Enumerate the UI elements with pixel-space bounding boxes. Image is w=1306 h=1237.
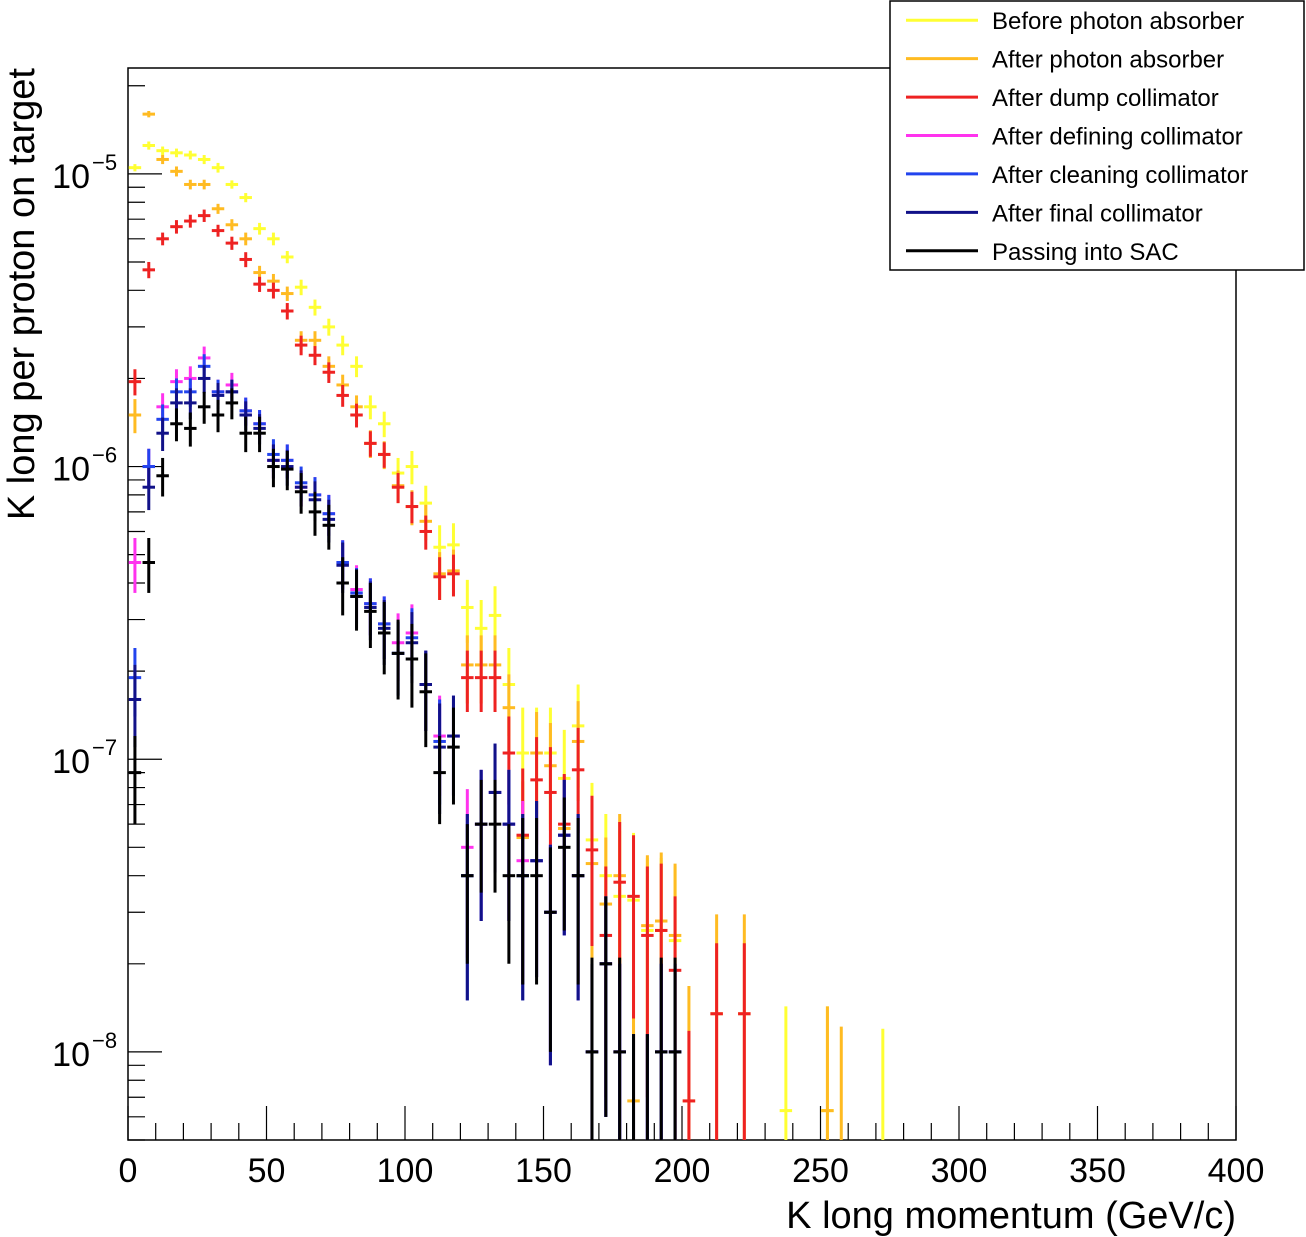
series-5: [128, 354, 682, 1140]
y-tick-label: 10: [52, 451, 90, 489]
y-tick-exponent: −8: [92, 1028, 117, 1053]
legend-label: After photon absorber: [992, 47, 1224, 74]
legend-item: After final collimator: [906, 200, 1203, 227]
y-tick-exponent: −5: [92, 150, 117, 175]
legend-label: Passing into SAC: [992, 239, 1179, 266]
legend-label: Before photon absorber: [992, 8, 1244, 35]
legend-item: After cleaning collimator: [906, 162, 1248, 189]
series-7: [128, 388, 682, 1140]
x-tick-label: 250: [792, 1152, 849, 1190]
x-axis-title: K long momentum (GeV/c): [786, 1195, 1236, 1237]
x-tick-label: 400: [1208, 1152, 1265, 1190]
legend-label: After final collimator: [992, 200, 1203, 227]
data-series: [128, 110, 885, 1140]
x-tick-label: 200: [654, 1152, 711, 1190]
y-tick-label: 10: [52, 1036, 90, 1074]
legend-item: After photon absorber: [906, 47, 1224, 74]
x-tick-label: 300: [931, 1152, 988, 1190]
series-1: [128, 141, 885, 1140]
legend-label: After defining collimator: [992, 124, 1243, 151]
x-tick-label: 350: [1069, 1152, 1126, 1190]
x-tick-label: 100: [377, 1152, 434, 1190]
legend-label: After cleaning collimator: [992, 162, 1248, 189]
legend-item: After dump collimator: [906, 85, 1219, 112]
legend-item: Before photon absorber: [906, 8, 1244, 35]
series-6: [128, 365, 682, 1140]
y-tick-label: 10: [52, 743, 90, 781]
x-tick-label: 0: [119, 1152, 138, 1190]
y-axis-ticks: [128, 85, 162, 1141]
series-2: [128, 110, 843, 1140]
y-axis-tick-labels: 10−510−610−710−8: [52, 150, 117, 1074]
x-axis-ticks: [127, 1106, 1237, 1140]
legend-label: After dump collimator: [992, 85, 1219, 112]
series-4: [128, 346, 682, 1140]
y-tick-exponent: −6: [92, 443, 117, 468]
legend-item: After defining collimator: [906, 124, 1243, 151]
y-axis-title: K long per proton on target: [1, 68, 43, 521]
y-tick-exponent: −7: [92, 735, 117, 760]
x-tick-label: 50: [248, 1152, 286, 1190]
series-3: [128, 209, 751, 1140]
x-axis-tick-labels: 0 50 100 150 200 250 300 350 400: [119, 1152, 1265, 1190]
y-tick-label: 10: [52, 158, 90, 196]
legend-item: Passing into SAC: [906, 239, 1179, 266]
x-tick-label: 150: [515, 1152, 572, 1190]
legend: Before photon absorber After photon absor…: [889, 0, 1305, 271]
